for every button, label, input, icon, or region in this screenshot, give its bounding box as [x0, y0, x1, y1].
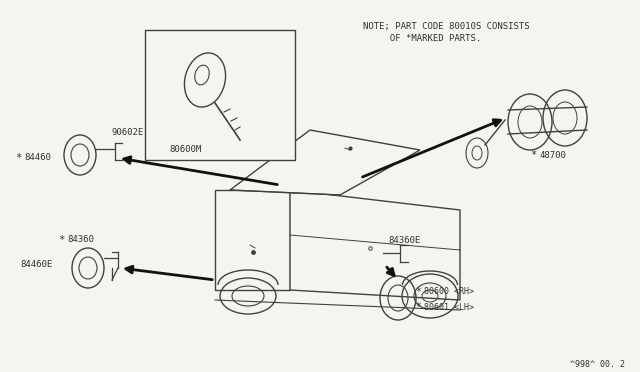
Polygon shape: [215, 190, 290, 290]
Text: ^998^ 00. 2: ^998^ 00. 2: [570, 360, 625, 369]
Text: *: *: [15, 153, 21, 163]
Text: *: *: [58, 235, 64, 245]
Bar: [145, 30, 295, 160]
Text: 84360E: 84360E: [388, 236, 420, 245]
Text: OF *MARKED PARTS.: OF *MARKED PARTS.: [363, 34, 481, 43]
Text: *: *: [530, 150, 536, 160]
Text: 48700: 48700: [539, 151, 566, 160]
Polygon shape: [230, 130, 420, 195]
Ellipse shape: [184, 53, 225, 107]
Ellipse shape: [195, 65, 209, 85]
Text: 80601 <LH>: 80601 <LH>: [424, 302, 474, 311]
Text: 84460E: 84460E: [20, 260, 52, 269]
Text: 90602E: 90602E: [112, 128, 144, 137]
Text: *: *: [415, 287, 421, 297]
Polygon shape: [290, 190, 460, 300]
Text: 80600M: 80600M: [169, 145, 201, 154]
Text: NOTE; PART CODE 80010S CONSISTS: NOTE; PART CODE 80010S CONSISTS: [363, 22, 530, 31]
Text: 80600 <RH>: 80600 <RH>: [424, 288, 474, 296]
Text: *: *: [415, 302, 421, 312]
Text: 84360: 84360: [67, 235, 94, 244]
Text: 84460: 84460: [24, 154, 51, 163]
